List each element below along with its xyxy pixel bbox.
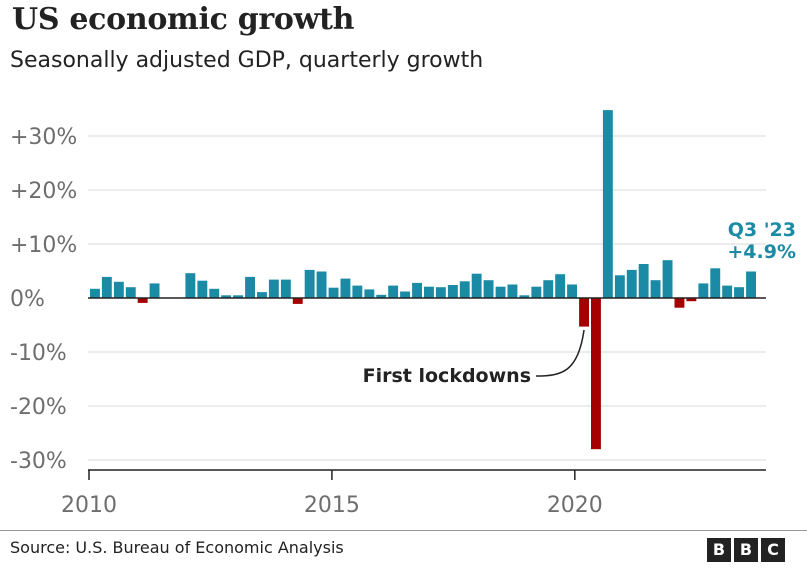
bar <box>209 288 220 298</box>
source-note: Source: U.S. Bureau of Economic Analysis <box>10 538 344 557</box>
bar <box>233 295 243 298</box>
bar <box>280 279 291 298</box>
y-tick-label: +20% <box>10 179 77 204</box>
bar <box>507 284 518 298</box>
y-tick-label: 0% <box>10 287 45 312</box>
x-tick-label: 2020 <box>547 493 603 518</box>
bar <box>245 276 255 298</box>
bar <box>734 287 744 298</box>
bar <box>746 271 756 298</box>
y-tick-label: +10% <box>10 233 77 258</box>
bar <box>113 281 124 298</box>
bar <box>424 286 434 298</box>
bar <box>483 280 494 298</box>
bar <box>459 281 470 298</box>
latest-quarter-value: +4.9% <box>727 241 796 263</box>
bar <box>221 295 232 298</box>
bar <box>292 298 303 304</box>
footer-divider <box>0 530 807 531</box>
bar <box>364 289 375 298</box>
bar <box>257 292 267 298</box>
bar <box>125 287 136 298</box>
bar <box>316 271 327 298</box>
bar <box>650 280 661 298</box>
bar <box>614 275 625 298</box>
bar <box>101 276 112 298</box>
bar <box>412 282 422 298</box>
x-tick-label: 2015 <box>304 493 360 518</box>
bar <box>376 294 387 298</box>
chart-title: US economic growth <box>12 2 355 37</box>
bar <box>543 280 554 298</box>
bar <box>602 110 613 298</box>
bar <box>328 287 339 298</box>
lockdown-annotation: First lockdowns <box>363 365 531 387</box>
bar <box>722 285 733 298</box>
bar <box>686 298 697 302</box>
bar <box>400 291 410 298</box>
y-tick-label: -20% <box>10 395 67 420</box>
gdp-bar-chart: -30% -20% -10% 0% +10% +20% +30% 2010 2015 2020 Fi… <box>10 110 796 518</box>
y-tick-label: -30% <box>10 449 67 474</box>
bar <box>185 273 196 298</box>
bar <box>555 274 566 298</box>
bar <box>579 298 589 327</box>
bbc-logo-letter-1: B <box>707 538 731 562</box>
bar <box>698 283 709 298</box>
x-tick-label: 2010 <box>61 493 117 518</box>
bar <box>471 273 482 298</box>
bar <box>591 298 601 450</box>
bar <box>662 260 673 298</box>
bar <box>567 284 577 298</box>
bar <box>519 295 530 298</box>
bbc-logo-letter-2: B <box>734 538 758 562</box>
bar <box>90 288 100 298</box>
bar <box>304 269 315 298</box>
bbc-logo-letter-3: C <box>761 538 785 562</box>
bbc-logo: B B C <box>707 538 785 562</box>
bar <box>447 285 458 298</box>
bar <box>137 298 148 303</box>
bar <box>149 283 160 298</box>
bar <box>388 285 399 298</box>
bar <box>197 280 208 298</box>
y-tick-label: +30% <box>10 125 77 150</box>
bar <box>674 298 685 308</box>
bar <box>626 269 637 298</box>
chart-subtitle: Seasonally adjusted GDP, quarterly growt… <box>10 48 484 73</box>
bar <box>435 287 446 298</box>
bar <box>531 286 542 298</box>
lockdown-callout-line <box>535 329 585 377</box>
bar <box>340 278 351 298</box>
latest-quarter-label: Q3 '23 <box>728 219 796 241</box>
bar <box>352 285 363 298</box>
y-tick-label: -10% <box>10 341 67 366</box>
bar <box>710 268 721 298</box>
bar <box>268 279 279 298</box>
bar <box>638 264 649 298</box>
bar <box>495 286 506 298</box>
